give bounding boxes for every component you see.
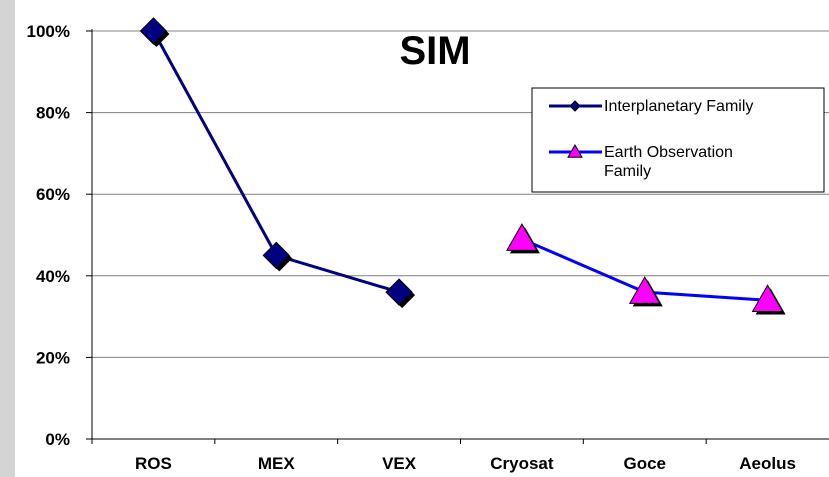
data-point-diamond (139, 17, 168, 45)
gridlines (92, 30, 829, 358)
data-point-triangle (628, 276, 661, 304)
x-tick-label: ROS (135, 454, 172, 473)
y-tick-label: 40% (36, 267, 70, 286)
y-tick-label: 100% (27, 22, 70, 41)
y-tick-label: 60% (36, 185, 70, 204)
x-tick-label: Goce (623, 454, 666, 473)
legend-marker-triangle (567, 143, 583, 158)
x-tick-label: VEX (382, 454, 417, 473)
y-tick-label: 20% (36, 348, 70, 367)
x-tick-label: Aeolus (739, 454, 796, 473)
axes (86, 29, 829, 444)
data-point-diamond (385, 278, 413, 306)
legend: Interplanetary Family Earth Observation Fa… (531, 87, 825, 193)
chart-background (15, 0, 829, 477)
tick-labels: 0% 20% 40% 60% 80% 100% ROS MEX VEX Cryosat Goce Ae… (27, 22, 796, 473)
legend-label: Interplanetary Family (604, 98, 753, 115)
y-tick-label: 0% (45, 430, 70, 449)
chart-title: SIM (399, 29, 470, 73)
data-point-diamond (262, 241, 290, 270)
x-tick-label: MEX (258, 454, 296, 473)
legend-marker-diamond (569, 100, 581, 112)
series (139, 17, 786, 315)
left-margin-band (0, 0, 15, 477)
data-point-triangle (506, 223, 538, 251)
y-tick-label: 80% (36, 104, 70, 123)
legend-label: Earth Observation (604, 144, 733, 161)
data-point-triangle (751, 284, 784, 313)
legend-label: Family (604, 163, 651, 180)
x-tick-label: Cryosat (490, 454, 554, 473)
